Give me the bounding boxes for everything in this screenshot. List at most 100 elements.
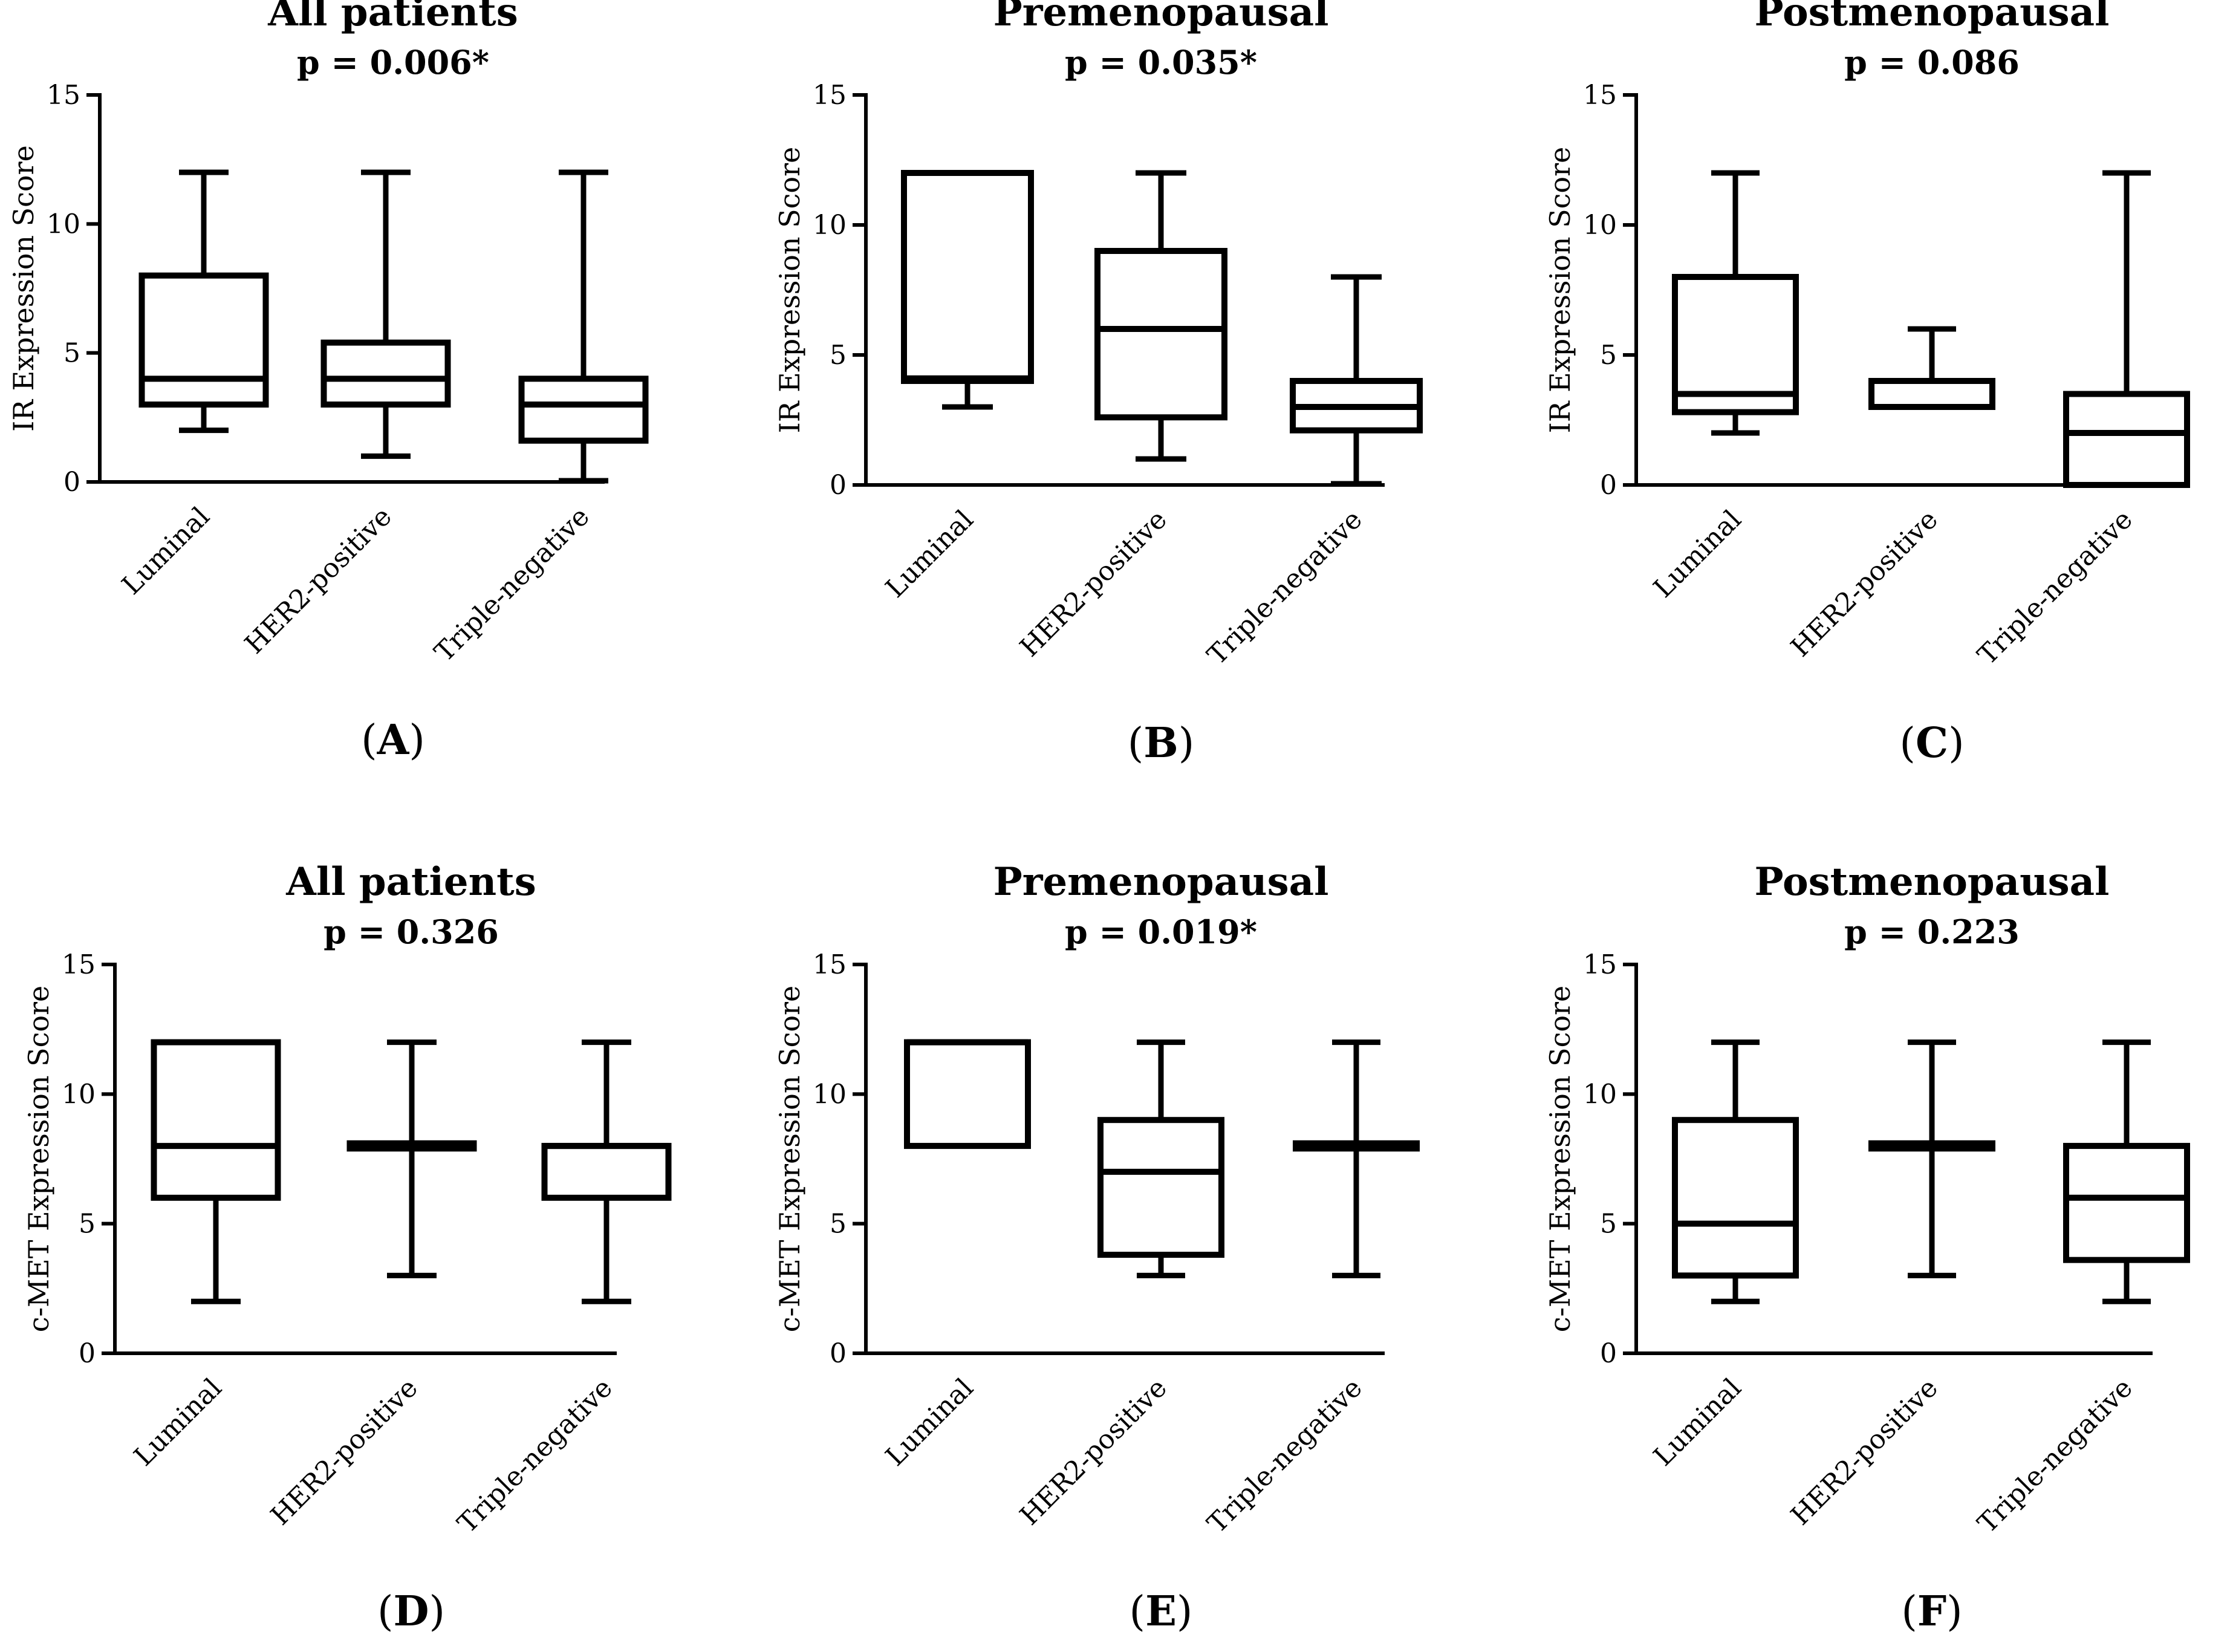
chart-title: All patients [267, 0, 518, 35]
category-label: HER2-positive [1785, 1373, 1944, 1532]
y-tick-label: 0 [830, 1338, 847, 1369]
iqr-box [2063, 1143, 2190, 1263]
y-tick-label: 15 [1583, 949, 1617, 980]
iqr-box [151, 1039, 281, 1201]
y-axis-label: c-MET Expression Score [773, 986, 806, 1333]
y-tick-label: 15 [47, 80, 80, 111]
box-triple-negative [541, 1039, 672, 1304]
y-axis-label: IR Expression Score [773, 147, 806, 434]
box-triple-negative [1293, 1039, 1420, 1278]
y-tick-label: 0 [79, 1338, 96, 1369]
y-tick-label: 15 [813, 80, 847, 111]
y-tick-label: 15 [1583, 80, 1617, 111]
iqr-box [541, 1143, 672, 1201]
iqr-box [904, 1039, 1031, 1150]
category-label: Luminal [1648, 504, 1747, 604]
box-her2-positive [320, 169, 451, 459]
box-triple-negative [1290, 274, 1423, 487]
panel-label: (E) [1130, 1587, 1193, 1636]
box-triple-negative [518, 169, 649, 484]
y-axis-label: c-MET Expression Score [22, 986, 55, 1333]
box-luminal [1672, 170, 1799, 436]
panel-label: (D) [377, 1587, 445, 1636]
iqr-box [1097, 1117, 1224, 1258]
category-label: Luminal [128, 1373, 228, 1472]
box-luminal [151, 1039, 281, 1304]
y-tick-label: 10 [62, 1079, 96, 1110]
box-her2-positive [1868, 326, 1995, 410]
y-axis-label: c-MET Expression Score [1544, 986, 1576, 1333]
box-her2-positive [1868, 1039, 1995, 1278]
y-tick-label: 10 [1583, 1079, 1617, 1110]
chart-title: Postmenopausal [1755, 0, 2110, 35]
y-tick-label: 10 [1583, 210, 1617, 241]
iqr-box [138, 272, 269, 408]
category-label: Triple-negative [1972, 1373, 2139, 1540]
iqr-box [1094, 248, 1227, 421]
category-label: HER2-positive [265, 1373, 424, 1532]
y-tick-label: 0 [63, 467, 80, 498]
panel-d: All patients p = 0.326 0 5 10 15c-MET Express… [22, 859, 672, 1636]
y-tick-label: 0 [830, 470, 847, 501]
iqr-box [320, 339, 451, 408]
y-tick-label: 15 [813, 949, 847, 980]
p-value: p = 0.006* [297, 43, 489, 82]
y-tick-label: 0 [1600, 1338, 1617, 1369]
y-tick-label: 5 [1600, 1209, 1617, 1240]
panel-label: (B) [1128, 719, 1195, 767]
category-label: HER2-positive [1014, 1373, 1173, 1532]
iqr-box [1868, 378, 1995, 410]
panel-e: Premenopausal p = 0.019* 0 5 10 15c-MET Expre… [773, 859, 1420, 1636]
category-label: Triple-negative [429, 501, 596, 668]
box-triple-negative [2063, 170, 2190, 488]
category-label: Triple-negative [452, 1373, 619, 1540]
panel-b: Premenopausal p = 0.035* 0 5 10 15 IR Expressi… [773, 0, 1423, 767]
panel-a: All patients p = 0.006* 0 5 10 15 IR Expressio… [7, 0, 649, 764]
category-label: Triple-negative [1201, 504, 1368, 671]
category-label: Luminal [1648, 1373, 1747, 1472]
box-her2-positive [1097, 1039, 1224, 1278]
chart-title: Postmenopausal [1755, 859, 2110, 905]
y-tick-label: 10 [813, 210, 847, 241]
category-label: HER2-positive [1014, 504, 1173, 663]
box-luminal [901, 170, 1034, 410]
panel-f: Postmenopausal p = 0.223 0 5 10 15c-MET Expre… [1544, 859, 2190, 1636]
y-tick-label: 10 [47, 209, 80, 239]
y-tick-label: 5 [830, 1209, 847, 1240]
y-tick-label: 0 [1600, 470, 1617, 501]
y-tick-label: 5 [79, 1209, 96, 1240]
category-label: HER2-positive [239, 501, 398, 660]
y-tick-label: 10 [813, 1079, 847, 1110]
chart-title: All patients [285, 859, 536, 905]
y-axis-label: IR Expression Score [1544, 147, 1576, 434]
p-value: p = 0.086 [1844, 43, 2020, 82]
iqr-box [901, 170, 1034, 384]
panel-label: (A) [361, 716, 425, 764]
p-value: p = 0.019* [1065, 912, 1257, 951]
p-value: p = 0.326 [323, 912, 499, 951]
iqr-box [518, 376, 649, 444]
category-label: Luminal [880, 1373, 980, 1472]
y-tick-label: 5 [830, 340, 847, 371]
category-label: Triple-negative [1972, 504, 2139, 671]
category-label: Luminal [880, 504, 980, 604]
iqr-box [1672, 274, 1799, 415]
category-label: Triple-negative [1201, 1373, 1368, 1540]
iqr-box [2063, 391, 2190, 488]
y-axis-label: IR Expression Score [7, 145, 40, 432]
box-her2-positive [346, 1039, 477, 1278]
y-tick-label: 5 [63, 338, 80, 369]
iqr-box [1672, 1117, 1799, 1279]
category-label: Luminal [116, 501, 216, 601]
y-tick-label: 15 [62, 949, 96, 980]
box-luminal [1672, 1039, 1799, 1304]
chart-title: Premenopausal [993, 0, 1329, 35]
p-value: p = 0.223 [1844, 912, 2020, 951]
box-luminal [904, 1039, 1031, 1150]
panel-c: Postmenopausal p = 0.086 0 5 10 15 IR Expressi… [1544, 0, 2190, 767]
panel-label: (C) [1899, 719, 1964, 767]
box-triple-negative [2063, 1039, 2190, 1304]
box-luminal [138, 169, 269, 434]
category-label: HER2-positive [1785, 504, 1944, 663]
